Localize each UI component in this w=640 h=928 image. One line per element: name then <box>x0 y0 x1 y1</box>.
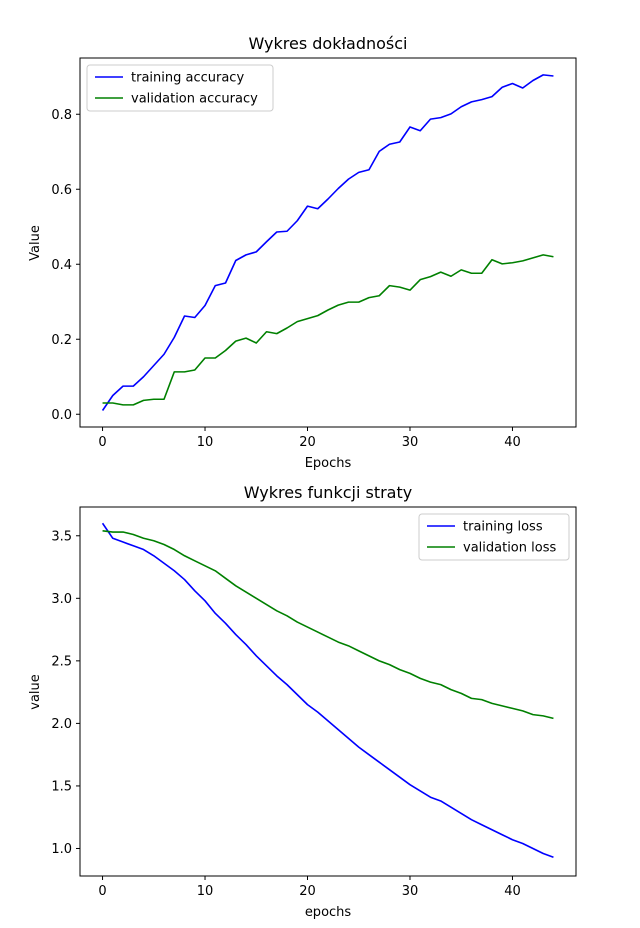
loss-x-tick-label: 10 <box>197 884 214 899</box>
loss-legend: training loss validation loss <box>418 513 570 561</box>
accuracy-legend: training accuracy validation accuracy <box>86 64 274 112</box>
accuracy-x-tick-label: 20 <box>299 435 316 450</box>
accuracy-legend-box <box>86 64 274 112</box>
accuracy-axes-frame <box>79 57 577 428</box>
loss-x-tick-label: 30 <box>402 884 419 899</box>
accuracy-x-tick-label: 0 <box>98 435 106 450</box>
loss-chart: Wykres funkcji straty epochs value 0 10 20… <box>28 483 577 920</box>
accuracy-series-line-validation-accuracy <box>102 254 554 406</box>
loss-y-tick-label: 1.5 <box>51 779 72 794</box>
accuracy-y-tick-label: 0.2 <box>51 333 72 348</box>
accuracy-plot-area: 0 10 20 30 40 0.0 0.2 0.4 0.6 0.8 training accurac… <box>51 57 577 450</box>
accuracy-y-axis-label: Value <box>28 225 43 261</box>
loss-y-tick-label: 1.0 <box>51 842 72 857</box>
loss-x-axis-label: epochs <box>305 905 352 920</box>
accuracy-x-tick-label: 10 <box>197 435 214 450</box>
accuracy-legend-label: validation accuracy <box>131 92 258 107</box>
loss-axes-frame <box>79 506 577 877</box>
loss-y-tick-label: 3.5 <box>51 529 72 544</box>
loss-y-axis-label: value <box>28 674 43 710</box>
loss-x-tick-label: 0 <box>98 884 106 899</box>
accuracy-legend-label: training accuracy <box>131 71 244 86</box>
accuracy-x-axis-label: Epochs <box>305 456 352 471</box>
loss-x-tick-label: 40 <box>504 884 521 899</box>
loss-series-line-validation-loss <box>102 529 554 720</box>
accuracy-y-tick-label: 0.8 <box>51 108 72 123</box>
accuracy-chart-title: Wykres dokładności <box>249 34 408 53</box>
accuracy-y-tick-label: 0.4 <box>51 258 72 273</box>
loss-y-tick-label: 2.0 <box>51 717 72 732</box>
accuracy-x-tick-label: 40 <box>504 435 521 450</box>
loss-plot-area: 0 10 20 30 40 1.0 1.5 2.0 2.5 3.0 3.5 training loss… <box>51 506 577 899</box>
loss-chart-title: Wykres funkcji straty <box>244 483 412 502</box>
accuracy-chart: Wykres dokładności Epochs Value 0 10 20 30 4… <box>28 34 577 471</box>
loss-y-tick-label: 2.5 <box>51 654 72 669</box>
loss-legend-box <box>418 513 570 561</box>
loss-y-tick-label: 3.0 <box>51 592 72 607</box>
loss-x-tick-label: 20 <box>299 884 316 899</box>
accuracy-series-line-training-accuracy <box>101 74 554 411</box>
loss-legend-label: training loss <box>463 520 543 535</box>
accuracy-x-tick-label: 30 <box>402 435 419 450</box>
accuracy-y-tick-label: 0.6 <box>51 183 72 198</box>
accuracy-y-tick-label: 0.0 <box>51 408 72 423</box>
loss-legend-label: validation loss <box>463 541 556 556</box>
loss-series-line-training-loss <box>101 522 554 858</box>
